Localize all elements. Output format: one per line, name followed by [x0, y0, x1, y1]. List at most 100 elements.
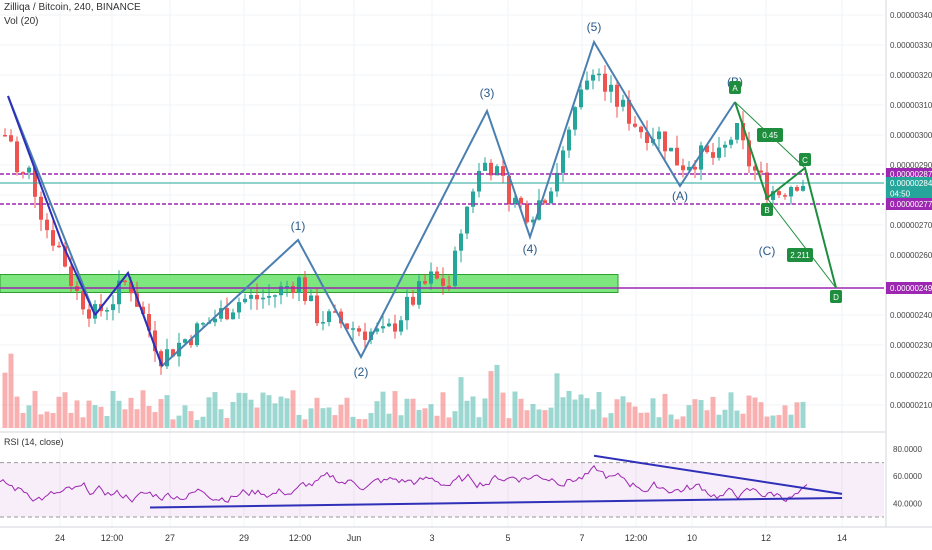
volume-bar: [86, 400, 92, 428]
volume-bar: [590, 409, 596, 428]
volume-bars: [2, 353, 806, 428]
harmonic-point-tag: [761, 203, 773, 216]
volume-bar: [770, 415, 776, 428]
volume-bar: [776, 415, 782, 428]
ratio-tag: [787, 248, 813, 262]
candle-body: [645, 132, 649, 144]
volume-bar: [134, 409, 140, 428]
volume-bar: [704, 410, 710, 428]
candle-body: [675, 147, 679, 166]
volume-bar: [494, 364, 500, 428]
volume-bar: [470, 396, 476, 428]
volume-bar: [314, 397, 320, 428]
price-tag: [886, 198, 932, 210]
candle-body: [477, 170, 481, 192]
candle-body: [609, 84, 613, 92]
volume-bar: [524, 410, 530, 428]
volume-bar: [512, 391, 518, 428]
price-tag-label: 0.00000249: [890, 284, 932, 293]
candle-body: [795, 187, 799, 191]
candle-body: [9, 135, 13, 142]
time-tick-label: 12:00: [625, 533, 648, 543]
volume-bar: [518, 398, 524, 428]
price-tag-label: 04:50: [890, 190, 911, 199]
candle-body: [39, 196, 43, 220]
candle-body: [693, 166, 697, 170]
candle-body: [123, 280, 127, 283]
price-tick-label: 0.00000300: [890, 131, 932, 140]
wave-label: (C): [759, 244, 776, 258]
harmonic-point-tag: [729, 81, 741, 94]
volume-bar: [476, 417, 482, 428]
candle-body: [321, 322, 325, 324]
volume-bar: [242, 393, 248, 428]
candle-body: [225, 308, 229, 320]
candle-body: [621, 99, 625, 107]
volume-bar: [92, 405, 98, 428]
volume-bar: [560, 397, 566, 428]
candle-body: [423, 281, 427, 284]
candle-body: [657, 131, 661, 140]
candle-body: [87, 309, 91, 319]
candle-body: [189, 339, 193, 346]
volume-bar: [782, 405, 788, 428]
price-tag: [886, 177, 932, 189]
volume-bar: [788, 414, 794, 428]
volume-bar: [308, 408, 314, 428]
volume-bar: [440, 392, 446, 428]
volume-bar: [542, 410, 548, 428]
volume-bar: [248, 399, 254, 428]
candle-body: [315, 295, 319, 324]
candle-body: [531, 219, 535, 223]
harmonic-point-tag: [799, 153, 811, 166]
volume-bar: [32, 390, 38, 428]
volume-bar: [338, 404, 344, 428]
volume-bar: [746, 395, 752, 428]
candle-body: [417, 281, 421, 305]
time-tick-label: 5: [505, 533, 510, 543]
candle-body: [567, 129, 571, 151]
volume-bar: [80, 417, 86, 428]
volume-bar: [158, 399, 164, 428]
candle-body: [117, 280, 121, 305]
candle-body: [627, 99, 631, 124]
volume-bar: [152, 412, 158, 428]
price-tag-label: 0.00000277: [890, 200, 932, 209]
candle-body: [543, 200, 547, 204]
volume-bar: [206, 397, 212, 428]
volume-bar: [404, 398, 410, 428]
price-tick-label: 0.00000240: [890, 311, 932, 320]
volume-bar: [14, 396, 20, 428]
volume-bar: [566, 390, 572, 428]
volume-bar: [722, 409, 728, 428]
volume-bar: [734, 410, 740, 428]
volume-bar: [698, 400, 704, 428]
volume-bar: [800, 401, 806, 428]
volume-bar: [398, 415, 404, 428]
candle-body: [639, 126, 643, 133]
volume-bar: [200, 416, 206, 428]
candles: [3, 65, 805, 375]
volume-bar: [578, 394, 584, 428]
harmonic-ratio-line: [766, 197, 837, 289]
volume-bar: [56, 396, 62, 428]
volume-label: Vol (20): [4, 16, 39, 27]
candle-body: [63, 246, 67, 267]
time-tick-label: 24: [55, 533, 65, 543]
price-tick-label: 0.00000220: [890, 371, 932, 380]
price-tick-label: 0.00000260: [890, 251, 932, 260]
candle-body: [255, 295, 259, 300]
horizontal-levels: [0, 173, 884, 289]
volume-bar: [212, 392, 218, 428]
volume-bar: [530, 404, 536, 428]
volume-bar: [296, 414, 302, 428]
volume-bar: [20, 412, 26, 428]
price-tick-label: 0.00000320: [890, 71, 932, 80]
candle-body: [93, 304, 97, 319]
candle-body: [231, 312, 235, 320]
candle-body: [663, 131, 667, 152]
candle-body: [249, 295, 253, 299]
price-tag-label: 0.00000284: [890, 179, 932, 188]
volume-bar: [224, 417, 230, 428]
volume-bar: [632, 406, 638, 428]
